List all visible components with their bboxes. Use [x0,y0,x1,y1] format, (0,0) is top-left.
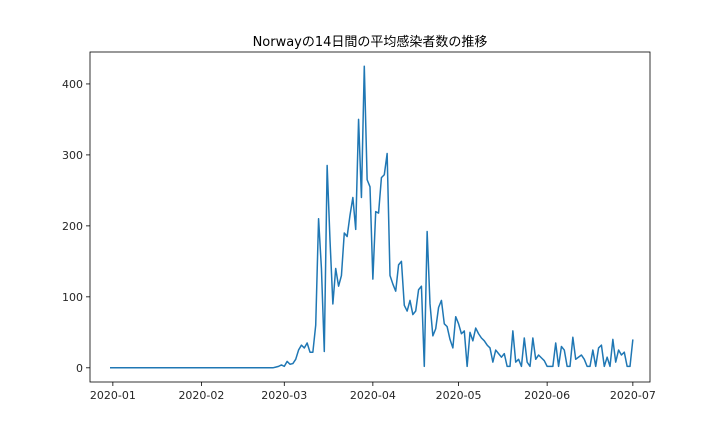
chart-title: Norwayの14日間の平均感染者数の推移 [253,34,488,50]
y-tick-label: 300 [62,149,83,162]
x-tick-label: 2020-05 [436,389,482,402]
y-tick-label: 0 [76,362,83,375]
x-tick-label: 2020-04 [350,389,396,402]
x-tick-label: 2020-02 [178,389,224,402]
x-tick-label: 2020-07 [610,389,656,402]
x-tick-label: 2020-03 [261,389,307,402]
y-axis: 0 100 200 300 400 [62,78,90,375]
y-tick-label: 100 [62,291,83,304]
x-tick-label: 2020-06 [524,389,570,402]
y-tick-label: 200 [62,220,83,233]
x-tick-label: 2020-01 [90,389,136,402]
plot-frame [89,51,651,383]
series-line [110,65,634,369]
y-tick-label: 400 [62,78,83,91]
x-axis: 2020-01 2020-02 2020-03 2020-04 2020-05 2020-… [90,382,656,402]
